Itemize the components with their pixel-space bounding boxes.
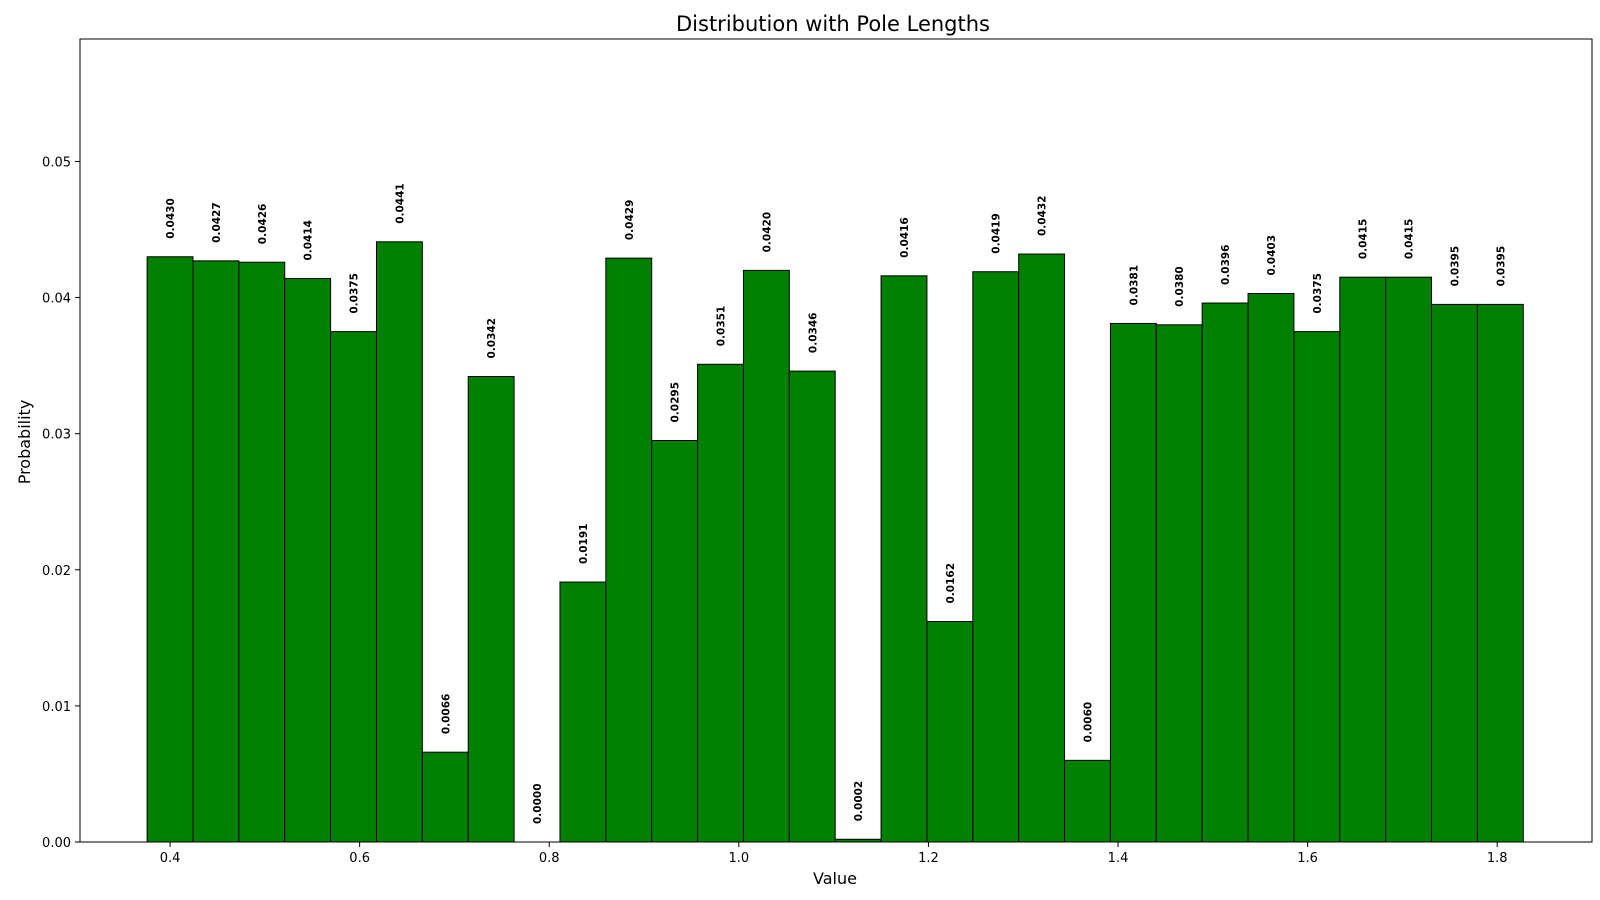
x-tick-label: 0.4 [160,851,181,866]
bar-2 [192,260,240,843]
bar-12 [651,440,699,843]
x-tick-label: 1.6 [1297,851,1318,866]
bar-14 [742,269,790,843]
bar-value-label: 0.0396 [1220,245,1232,286]
bar-value-label: 0.0162 [945,563,957,604]
bar-value-label: 0.0441 [394,183,406,224]
y-tick-label: 0.05 [42,155,71,170]
bar-20 [1018,253,1066,843]
bar-7 [421,751,469,843]
bar-value-label: 0.0060 [1082,702,1094,743]
bar-13 [697,363,744,843]
bar-value-label: 0.0395 [1449,246,1461,287]
bar-value-label: 0.0432 [1037,196,1049,237]
bar-26 [1293,331,1341,843]
bar-4 [284,278,332,843]
x-tick-label: 0.8 [539,851,560,866]
bar-value-label: 0.0415 [1404,219,1416,260]
y-axis: 0.00 0.01 0.02 0.03 0.04 0.05 [42,155,80,851]
bar-value-label: 0.0342 [486,318,498,359]
bar-24 [1201,302,1249,843]
bar-17 [880,275,928,843]
bar-5 [330,331,377,843]
x-tick-label: 1.8 [1487,851,1508,866]
bar-18 [926,621,974,843]
bar-value-label: 0.0414 [303,220,315,261]
x-tick-label: 1.4 [1108,851,1129,866]
x-axis: 0.4 0.6 0.8 1.0 1.2 1.4 1.6 1.8 [160,842,1508,866]
x-tick-label: 0.6 [349,851,370,866]
bar-value-label: 0.0403 [1266,235,1278,276]
bar-value-label: 0.0380 [1174,266,1186,307]
bar-15 [788,370,836,843]
x-tick-label: 1.0 [728,851,749,866]
plot-area-frame [79,38,1593,843]
bar-value-label: 0.0395 [1495,246,1507,287]
bar-value-label: 0.0419 [991,213,1003,254]
y-axis-label: Probability [15,400,34,485]
bar-6 [375,241,423,843]
bar-30 [1476,303,1524,843]
bar-value-label: 0.0066 [440,694,452,735]
bar-3 [238,261,286,843]
chart-title: Distribution with Pole Lengths [676,12,990,36]
bar-value-label: 0.0375 [1312,273,1324,314]
bar-22 [1109,322,1157,843]
bar-23 [1155,324,1203,843]
bar-value-label: 0.0351 [716,306,728,347]
y-tick-label: 0.02 [42,564,71,579]
x-axis-label: Value [813,869,857,888]
bar-value-label: 0.0346 [807,313,819,354]
bar-value-label: 0.0191 [578,524,590,565]
y-tick-label: 0.01 [42,700,71,715]
bar-value-label: 0.0375 [349,273,361,314]
bar-value-label: 0.0430 [165,198,177,239]
bar-28 [1385,276,1433,843]
bar-value-label: 0.0002 [853,781,865,822]
bar-1 [146,256,194,843]
bar-value-label: 0.0295 [670,382,682,423]
y-tick-label: 0.03 [42,428,71,443]
bar-value-label: 0.0415 [1358,219,1370,260]
bar-value-label: 0.0427 [211,202,223,243]
x-tick-label: 1.2 [918,851,939,866]
bar-25 [1247,293,1295,843]
bar-8 [467,376,515,843]
y-tick-label: 0.00 [42,836,71,851]
bar-value-label: 0.0429 [624,200,636,241]
bar-21 [1064,759,1111,843]
bar-19 [972,271,1020,843]
bar-value-label: 0.0000 [532,783,544,824]
bar-27 [1339,276,1387,843]
bar-value-label: 0.0426 [257,204,269,245]
bar-group [146,241,1524,843]
bar-value-label: 0.0381 [1128,265,1140,306]
bar-11 [605,257,653,843]
y-tick-label: 0.04 [42,292,71,307]
bar-value-label: 0.0416 [899,217,911,258]
bar-value-label: 0.0420 [761,212,773,253]
bar-10 [559,581,607,843]
bar-29 [1431,303,1478,843]
data-label-group: 0.0430 0.0427 0.0426 0.0414 0.0375 0.0441 0.00… [165,183,1507,824]
